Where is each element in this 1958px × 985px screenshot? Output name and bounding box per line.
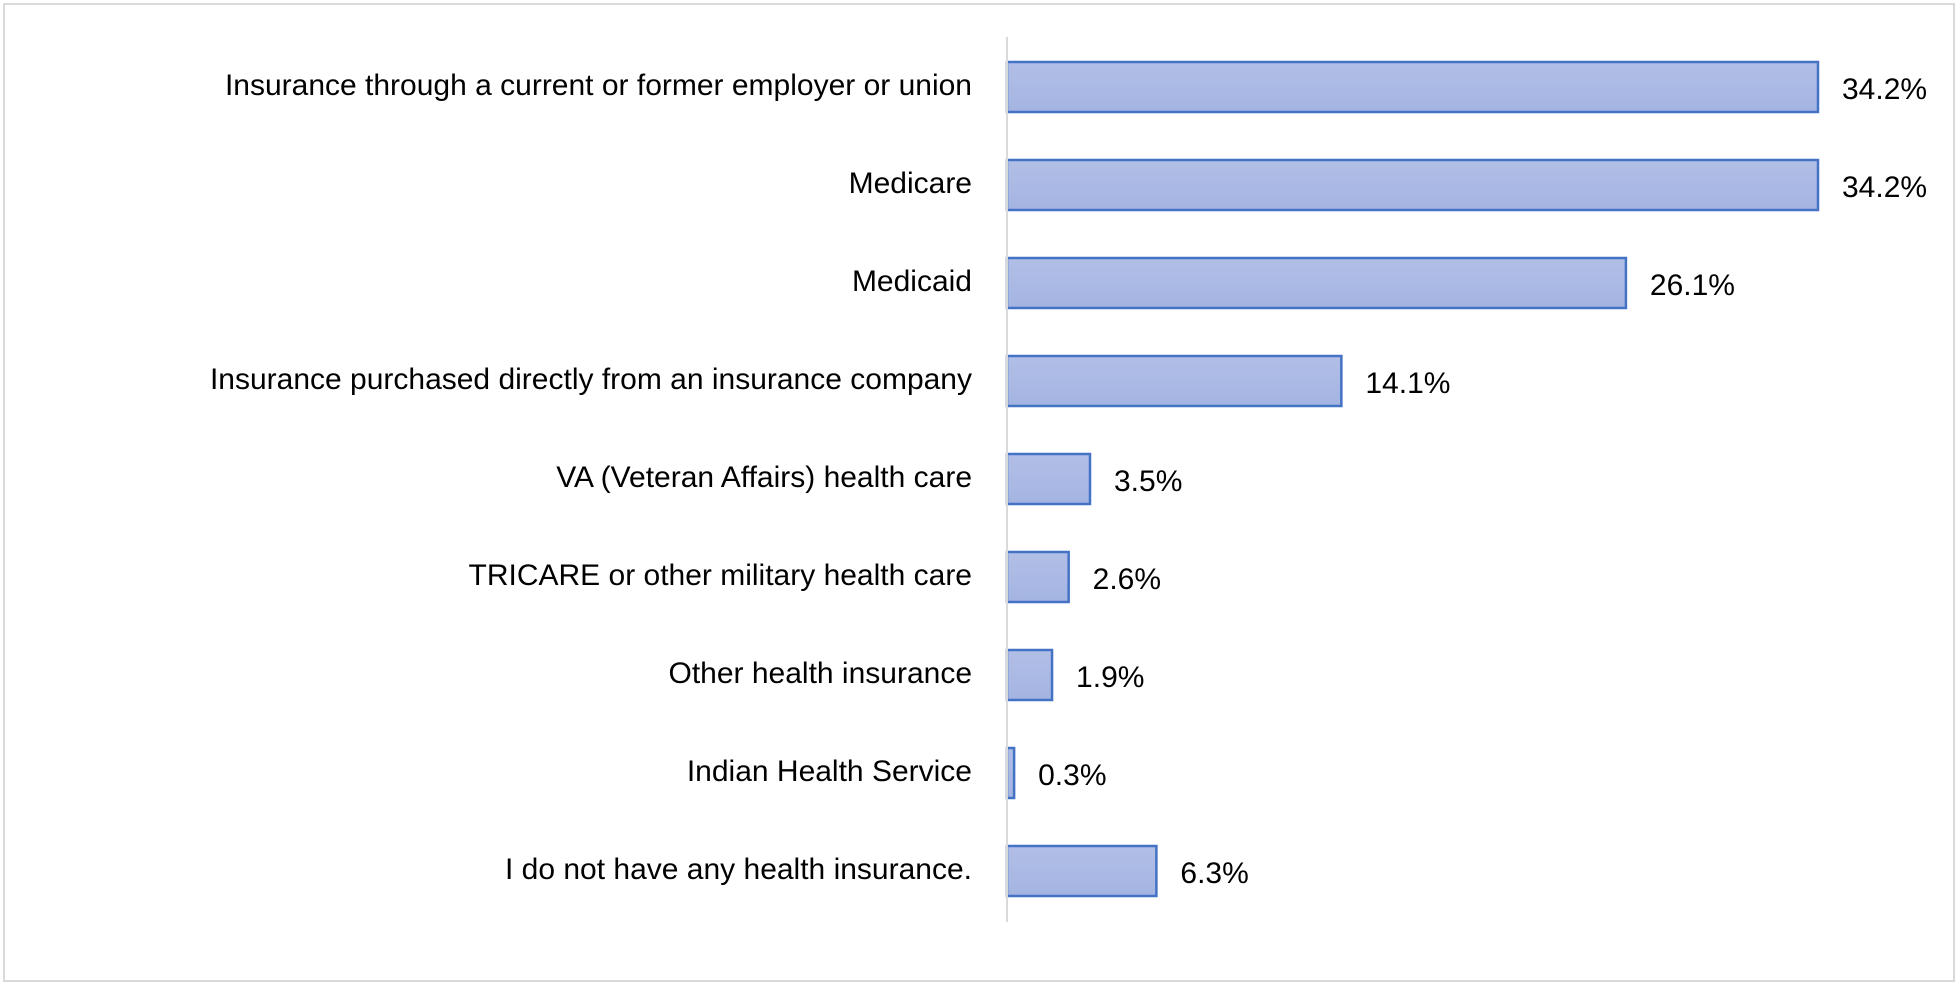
- value-label: 1.9%: [1076, 661, 1144, 694]
- category-label: I do not have any health insurance.: [505, 853, 972, 886]
- category-label: Other health insurance: [668, 657, 972, 690]
- category-label: Medicare: [849, 167, 972, 200]
- category-label: Insurance purchased directly from an ins…: [210, 363, 972, 396]
- value-label: 26.1%: [1650, 269, 1735, 302]
- chart-frame: [3, 3, 1955, 982]
- category-label: Insurance through a current or former em…: [225, 69, 972, 102]
- value-label: 6.3%: [1180, 857, 1248, 890]
- category-label: VA (Veteran Affairs) health care: [556, 461, 972, 494]
- bar: [1005, 550, 1070, 604]
- value-label: 3.5%: [1114, 465, 1182, 498]
- category-label: TRICARE or other military health care: [469, 559, 973, 592]
- value-label: 34.2%: [1842, 73, 1927, 106]
- category-label: Indian Health Service: [687, 755, 972, 788]
- bar: [1005, 354, 1343, 408]
- value-label: 2.6%: [1093, 563, 1161, 596]
- category-label: Medicaid: [852, 265, 972, 298]
- bar: [1005, 648, 1054, 702]
- bar: [1005, 256, 1628, 310]
- value-label: 14.1%: [1365, 367, 1450, 400]
- bar: [1005, 746, 1016, 800]
- bar: [1005, 844, 1158, 898]
- bar: [1005, 452, 1092, 506]
- value-label: 34.2%: [1842, 171, 1927, 204]
- bar: [1005, 60, 1820, 114]
- value-label: 0.3%: [1038, 759, 1106, 792]
- bar: [1005, 158, 1820, 212]
